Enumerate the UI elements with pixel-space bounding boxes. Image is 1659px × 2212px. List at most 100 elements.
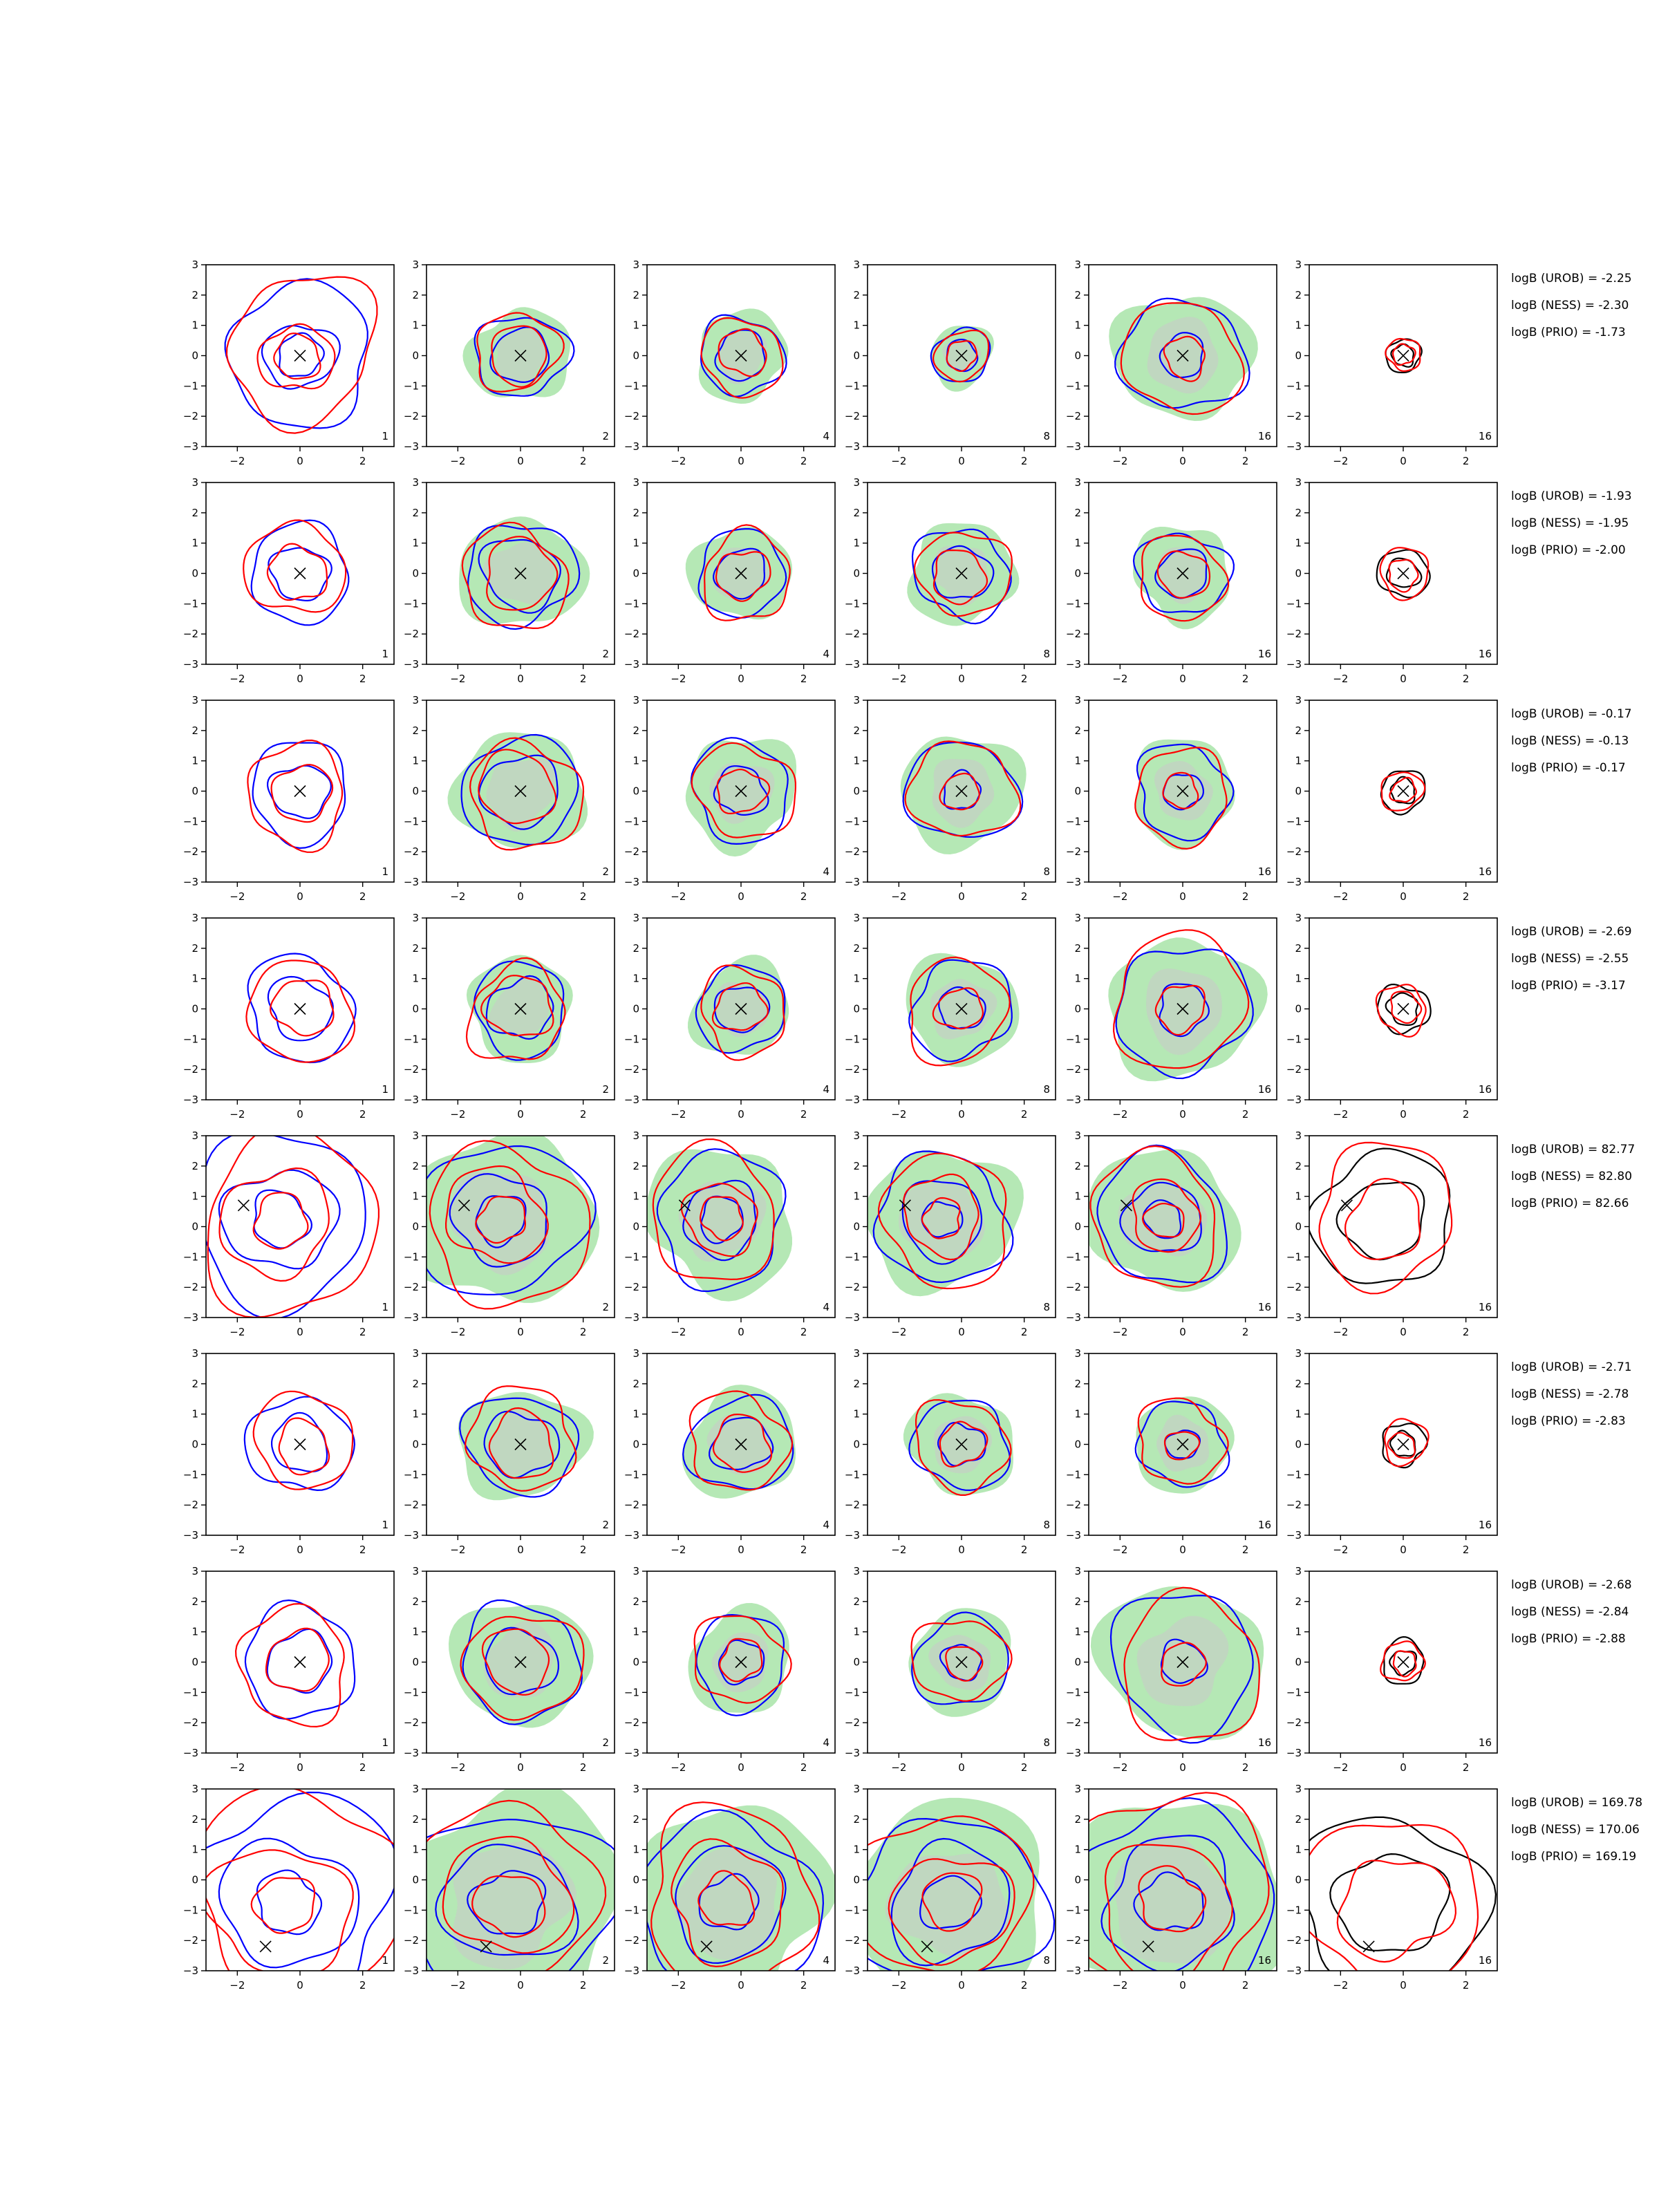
y-tick-label: −2	[845, 1063, 860, 1076]
contour-blue	[218, 1837, 360, 1969]
y-tick-label: −3	[404, 1311, 419, 1324]
y-tick-label: −2	[845, 1716, 860, 1729]
x-tick-label: 2	[580, 673, 587, 685]
panel-count-label: 16	[1479, 1519, 1492, 1531]
y-tick-label: −1	[845, 1904, 860, 1916]
panel-r5-c3: −2 0 2 −3 −2 −1 0 1 2 3 4	[624, 1130, 836, 1338]
panel-count-label: 8	[1043, 648, 1050, 660]
x-tick-label: 0	[1179, 1544, 1186, 1556]
y-tick-label: −2	[183, 845, 198, 858]
y-tick-label: 3	[632, 476, 639, 489]
panel-count-label: 8	[1043, 1519, 1050, 1531]
contour-red	[1163, 335, 1206, 382]
y-tick-label: −3	[845, 1529, 860, 1541]
x-tick-label: 0	[517, 673, 524, 685]
x-tick-label: 0	[738, 673, 744, 685]
x-tick-label: 2	[1021, 673, 1028, 685]
y-tick-label: −3	[1286, 1094, 1302, 1106]
x-tick-label: 2	[359, 1761, 366, 1774]
y-tick-label: −1	[404, 1686, 419, 1698]
contour-red	[1132, 1178, 1201, 1253]
x-tick-label: 0	[958, 1544, 965, 1556]
y-tick-label: 1	[853, 755, 860, 767]
contour-red	[718, 328, 767, 377]
y-tick-label: 1	[1295, 973, 1302, 985]
x-tick-label: 0	[1179, 1979, 1186, 1991]
y-tick-label: 0	[191, 350, 198, 362]
logB-annotation: logB (UROB) = -2.68	[1511, 1578, 1632, 1592]
logB-annotation: logB (UROB) = -2.25	[1511, 272, 1632, 285]
y-tick-label: 3	[1074, 694, 1081, 706]
contour-blue	[908, 1399, 1011, 1492]
y-tick-label: −1	[1066, 1033, 1081, 1045]
y-tick-label: 2	[632, 1813, 639, 1826]
panel-count-label: 2	[602, 1083, 609, 1096]
panel-count-label: 1	[382, 1736, 388, 1749]
y-tick-label: 1	[1074, 537, 1081, 550]
x-tick-label: −2	[671, 673, 686, 685]
contour-red	[877, 1152, 1007, 1290]
panel-count-label: 16	[1479, 1083, 1492, 1096]
contour-red	[921, 1872, 983, 1932]
x-tick-label: 2	[800, 1979, 807, 1991]
true-value-marker	[1397, 349, 1409, 362]
panel-count-label: 8	[1043, 1301, 1050, 1313]
y-tick-label: 0	[632, 1438, 639, 1451]
y-tick-label: 0	[1074, 1438, 1081, 1451]
density-fill-inner	[717, 332, 767, 384]
y-tick-label: 0	[1074, 568, 1081, 580]
y-tick-label: −1	[404, 1468, 419, 1481]
y-tick-label: −3	[845, 1094, 860, 1106]
y-tick-label: 0	[191, 785, 198, 798]
y-tick-label: −2	[183, 1499, 198, 1511]
contour-blue	[449, 1173, 547, 1268]
y-tick-label: −1	[624, 1033, 639, 1045]
contour-blue	[1159, 983, 1210, 1038]
logB-annotation: logB (PRIO) = -2.00	[1511, 543, 1626, 557]
contour-red	[1389, 776, 1418, 803]
contour-red	[471, 1875, 546, 1938]
y-tick-label: −2	[183, 410, 198, 422]
true-value-marker	[955, 1002, 968, 1015]
y-tick-label: 3	[412, 1347, 419, 1360]
contour-blue	[919, 1875, 982, 1929]
y-tick-label: −2	[1286, 410, 1302, 422]
y-tick-label: −1	[624, 815, 639, 827]
true-value-marker	[899, 1199, 911, 1212]
panel-r6-c4: −2 0 2 −3 −2 −1 0 1 2 3 8	[845, 1347, 1056, 1556]
x-tick-label: −2	[1333, 1544, 1348, 1556]
x-tick-label: −2	[1333, 890, 1348, 903]
contour-red	[650, 1801, 821, 1971]
y-tick-label: −3	[1066, 658, 1081, 671]
panel-r8-c2: −2 0 2 −3 −2 −1 0 1 2 3 2	[404, 1783, 615, 1991]
y-tick-label: 3	[412, 1565, 419, 1577]
panel-count-label: 8	[1043, 1954, 1050, 1967]
y-tick-label: −3	[845, 1965, 860, 1977]
x-tick-label: 0	[958, 1979, 965, 1991]
y-tick-label: 1	[853, 1844, 860, 1856]
contour-red	[266, 543, 328, 601]
x-tick-label: 0	[958, 673, 965, 685]
density-fill-inner	[706, 1414, 771, 1475]
contour-red	[1379, 547, 1430, 601]
y-tick-label: −3	[183, 876, 198, 888]
y-tick-label: −1	[624, 1250, 639, 1263]
x-tick-label: −2	[671, 455, 686, 467]
y-tick-label: −1	[845, 1686, 860, 1698]
x-tick-label: 0	[738, 1544, 744, 1556]
density-fill-inner	[1118, 1181, 1208, 1257]
logB-annotation: logB (NESS) = 82.80	[1511, 1170, 1632, 1183]
y-tick-label: 1	[1295, 537, 1302, 550]
x-tick-label: 2	[1242, 1761, 1249, 1774]
panel-r7-c6: −2 0 2 −3 −2 −1 0 1 2 3 16	[1286, 1565, 1498, 1774]
x-tick-label: 2	[800, 1108, 807, 1121]
panel-r6-c6: −2 0 2 −3 −2 −1 0 1 2 3 16	[1286, 1347, 1498, 1556]
y-tick-label: 1	[412, 1408, 419, 1421]
y-tick-label: 0	[632, 1874, 639, 1886]
y-tick-label: 3	[412, 1130, 419, 1142]
x-tick-label: 0	[297, 1761, 303, 1774]
x-tick-label: −2	[229, 1326, 245, 1338]
y-tick-label: −2	[183, 1063, 198, 1076]
x-tick-label: 2	[580, 890, 587, 903]
y-tick-label: −3	[1066, 876, 1081, 888]
